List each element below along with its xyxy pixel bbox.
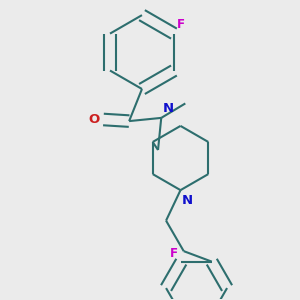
Text: N: N — [163, 102, 174, 115]
Text: F: F — [176, 18, 184, 31]
Text: F: F — [170, 247, 178, 260]
Text: O: O — [88, 113, 100, 126]
Text: N: N — [182, 194, 193, 207]
